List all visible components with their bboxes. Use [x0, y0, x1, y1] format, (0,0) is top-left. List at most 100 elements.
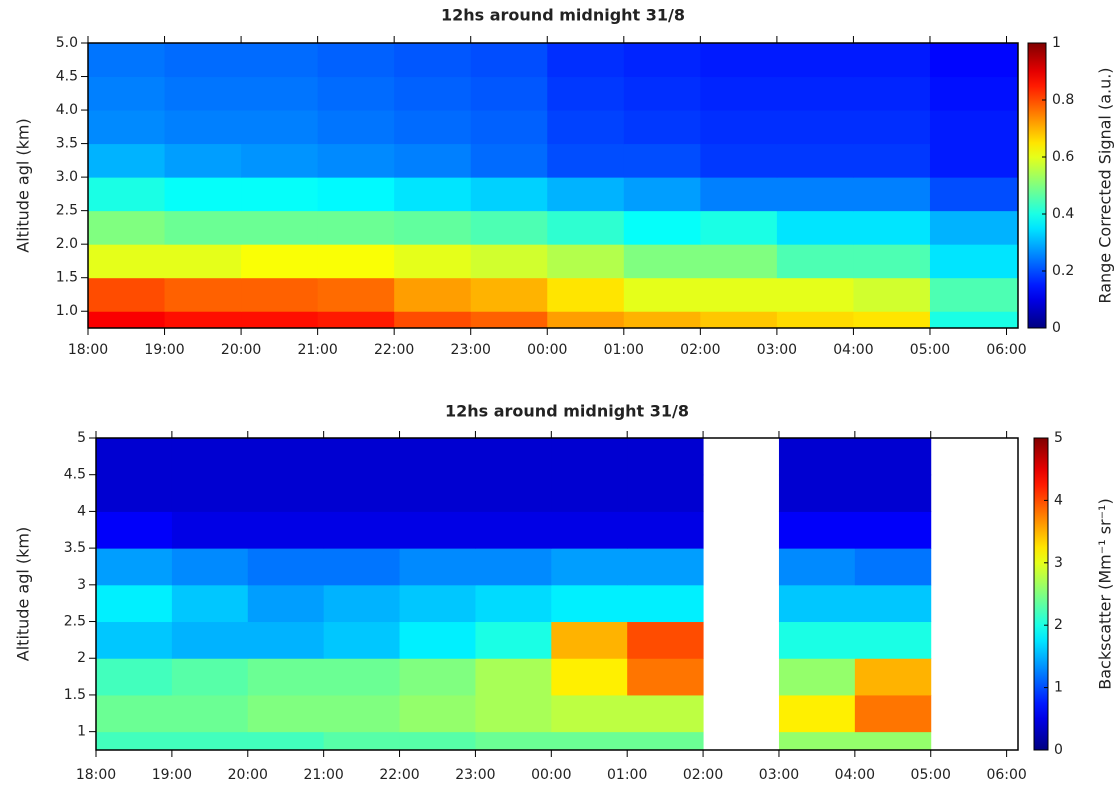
heatmap-cell: [929, 210, 1019, 245]
x-tick-label: 05:00: [910, 342, 950, 358]
colorbar-tick-label: 3: [1054, 555, 1063, 571]
heatmap-cell: [96, 511, 173, 549]
heatmap-cell: [241, 43, 319, 78]
heatmap-cell: [96, 584, 173, 623]
heatmap-cell: [470, 143, 548, 178]
x-tick-label: 23:00: [451, 342, 491, 358]
y-tick-label: 4.0: [56, 102, 78, 118]
heatmap-cell: [317, 244, 395, 279]
heatmap-cell: [470, 311, 548, 329]
heatmap-cell: [776, 277, 854, 312]
heatmap-cell: [88, 76, 166, 111]
heatmap-cell: [88, 210, 166, 245]
heatmap-cell: [399, 511, 476, 549]
colorbar-tick-label: 4: [1054, 492, 1063, 508]
x-tick-label: 18:00: [76, 767, 116, 783]
heatmap-cell: [551, 731, 628, 751]
heatmap-cell: [776, 43, 854, 78]
heatmap-cell: [88, 177, 166, 212]
heatmap-cell: [854, 694, 932, 733]
heatmap-cell: [776, 210, 854, 245]
x-tick-label: 04:00: [835, 767, 875, 783]
heatmap-cell: [323, 694, 401, 733]
x-tick-label: 00:00: [527, 342, 567, 358]
colorbar-label: Range Corrected Signal (a.u.): [1096, 67, 1115, 303]
heatmap-cell: [164, 76, 242, 111]
y-tick-label: 5: [77, 430, 86, 446]
x-tick-label: 22:00: [379, 767, 419, 783]
heatmap-cell: [317, 210, 395, 245]
heatmap-cell: [171, 548, 249, 586]
heatmap-cell: [700, 110, 778, 145]
heatmap-cell: [700, 311, 778, 329]
y-tick-label: 4: [77, 503, 86, 519]
y-axis-label: Altitude agl (km): [14, 527, 33, 661]
heatmap-cell: [551, 584, 628, 623]
heatmap-cell: [164, 244, 242, 279]
heatmap-cell: [470, 76, 548, 111]
colorbar-tick-label: 0.2: [1052, 263, 1074, 279]
heatmap-cell: [171, 731, 249, 751]
heatmap-cell: [627, 658, 704, 696]
heatmap-cell: [323, 511, 401, 549]
heatmap-cell: [929, 277, 1019, 312]
heatmap-cell: [551, 694, 628, 733]
heatmap-cell: [854, 621, 932, 659]
heatmap-cell: [470, 277, 548, 312]
heatmap-cell: [776, 311, 854, 329]
heatmap-cell: [247, 731, 325, 751]
heatmap-cell: [547, 143, 625, 178]
x-tick-label: 20:00: [221, 342, 261, 358]
heatmap-cell: [853, 210, 931, 245]
heatmap-cell: [323, 621, 401, 659]
colorbar-tick-label: 5: [1054, 430, 1063, 446]
heatmap-cell: [323, 548, 401, 586]
colorbar-tick-label: 0: [1054, 742, 1063, 758]
colorbar-tick-label: 0.4: [1052, 206, 1074, 222]
heatmap-cell: [399, 731, 476, 751]
heatmap-cell: [475, 584, 552, 623]
heatmap-cell: [323, 438, 401, 476]
heatmap-cell: [394, 210, 472, 245]
heatmap-cell: [164, 177, 242, 212]
heatmap-cell: [171, 474, 249, 512]
heatmap-cell: [623, 177, 701, 212]
heatmap-cell: [475, 658, 552, 696]
x-tick-label: 03:00: [757, 342, 797, 358]
heatmap-cell: [317, 110, 395, 145]
heatmap-cell: [247, 511, 325, 549]
heatmap-cell: [778, 438, 856, 476]
heatmap-cell: [551, 548, 628, 586]
heatmap-cell: [929, 311, 1019, 329]
heatmap-cell: [778, 511, 856, 549]
heatmap-cell: [317, 277, 395, 312]
heatmap-cell: [700, 143, 778, 178]
x-tick-label: 06:00: [986, 767, 1026, 783]
heatmap-cell: [164, 277, 242, 312]
heatmap-cell: [399, 438, 476, 476]
heatmap-cell: [475, 438, 552, 476]
y-tick-label: 3.5: [56, 136, 78, 152]
heatmap-cell: [171, 438, 249, 476]
heatmap-cell: [929, 177, 1019, 212]
heatmap-cell: [247, 584, 325, 623]
heatmap-cell: [88, 277, 166, 312]
heatmap-cell: [399, 584, 476, 623]
heatmap-cell: [394, 311, 472, 329]
heatmap-cell: [776, 76, 854, 111]
heatmap-cell: [470, 177, 548, 212]
heatmap-cell: [171, 658, 249, 696]
heatmap-cell: [247, 474, 325, 512]
heatmap-cell: [96, 694, 173, 733]
heatmap-cell: [853, 143, 931, 178]
x-tick-label: 19:00: [152, 767, 192, 783]
heatmap-cell: [470, 244, 548, 279]
x-tick-label: 00:00: [531, 767, 571, 783]
plot-frame: [95, 437, 1019, 751]
heatmap-cell: [778, 731, 856, 751]
y-axis-label: Altitude agl (km): [14, 118, 33, 252]
heatmap-cell: [88, 110, 166, 145]
heatmap-cell: [164, 110, 242, 145]
heatmap-cell: [475, 511, 552, 549]
